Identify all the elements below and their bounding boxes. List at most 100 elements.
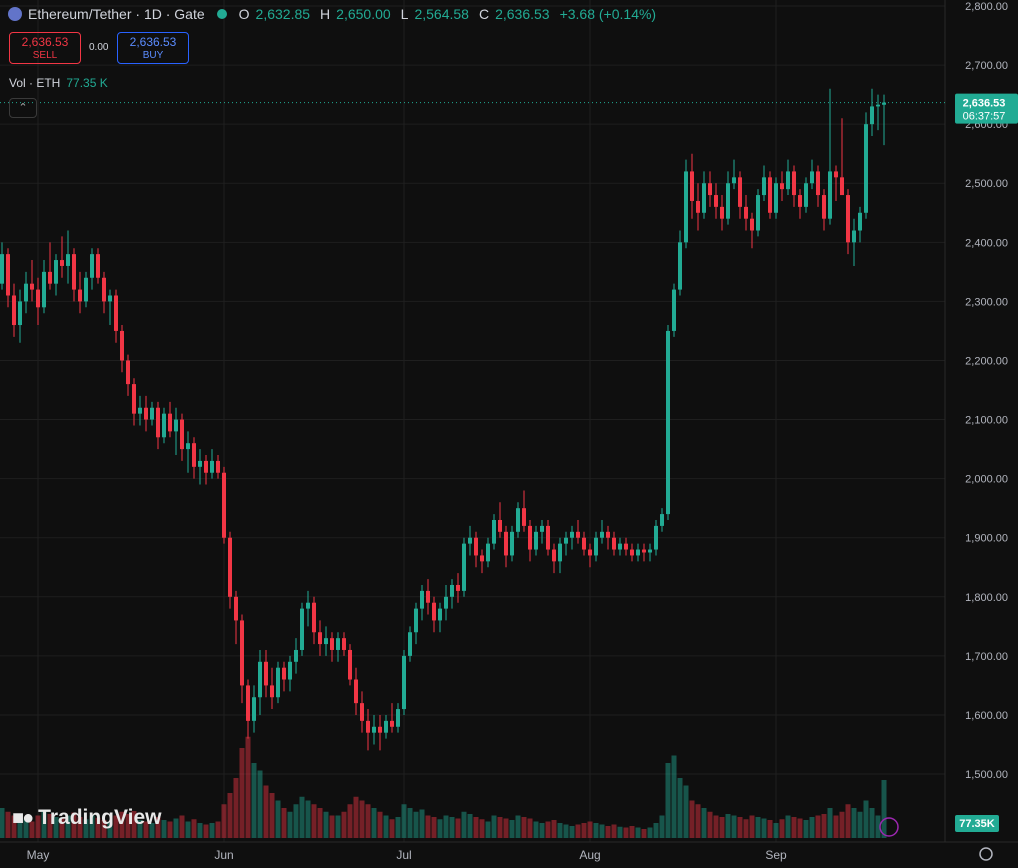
candle-body bbox=[852, 230, 856, 243]
candle-body bbox=[630, 549, 634, 556]
collapse-button[interactable]: ⌃ bbox=[9, 98, 37, 118]
volume-bar bbox=[665, 763, 671, 838]
candle-body bbox=[222, 472, 226, 538]
volume-bar bbox=[785, 815, 791, 838]
volume-bar bbox=[761, 818, 767, 838]
candle-body bbox=[768, 177, 772, 213]
status-dot bbox=[216, 9, 227, 19]
candle-body bbox=[540, 525, 544, 532]
volume-bar bbox=[407, 808, 413, 838]
buy-label: BUY bbox=[142, 50, 164, 61]
candle-body bbox=[408, 632, 412, 656]
volume-bar bbox=[377, 811, 383, 838]
volume-bar bbox=[875, 815, 881, 838]
x-tick-label: Aug bbox=[579, 848, 600, 862]
candle-body bbox=[366, 720, 370, 733]
candle-body bbox=[144, 407, 148, 420]
volume-bar bbox=[545, 821, 551, 838]
bolt-icon bbox=[879, 817, 899, 837]
sell-button[interactable]: 2,636.53 SELL bbox=[9, 32, 81, 64]
candle-body bbox=[882, 102, 886, 105]
candle-body bbox=[168, 413, 172, 432]
candle-body bbox=[576, 531, 580, 538]
volume-bar bbox=[797, 818, 803, 838]
candle-body bbox=[348, 649, 352, 680]
candle-body bbox=[90, 254, 94, 278]
candle-body bbox=[546, 525, 550, 550]
countdown: 06:37:57 bbox=[963, 111, 1006, 123]
volume-bar bbox=[101, 820, 107, 838]
candle-body bbox=[150, 407, 154, 420]
volume-bar bbox=[53, 817, 59, 838]
candle-body bbox=[666, 330, 670, 515]
candle-body bbox=[780, 183, 784, 190]
volume-bar bbox=[461, 811, 467, 838]
volume-bar bbox=[647, 827, 653, 838]
volume-bar bbox=[851, 808, 857, 838]
candle-body bbox=[48, 271, 52, 284]
candle-body bbox=[636, 549, 640, 556]
volume-bar bbox=[767, 820, 773, 838]
y-tick-label: 2,300.00 bbox=[965, 296, 1008, 308]
volume-bar bbox=[161, 820, 167, 838]
volume-bar bbox=[29, 821, 35, 838]
candle-body bbox=[186, 443, 190, 450]
volume-bar bbox=[155, 817, 161, 838]
volume-bar bbox=[857, 811, 863, 838]
volume-bar bbox=[863, 800, 869, 838]
candle-body bbox=[846, 195, 850, 243]
volume-bar bbox=[449, 817, 455, 838]
volume-bar bbox=[473, 817, 479, 838]
candle-body bbox=[456, 584, 460, 591]
candle-body bbox=[24, 283, 28, 302]
volume-bar bbox=[599, 824, 605, 838]
candle-body bbox=[660, 514, 664, 526]
candle-body bbox=[570, 531, 574, 538]
volume-bar bbox=[791, 817, 797, 838]
candle-body bbox=[876, 104, 880, 107]
y-tick-label: 1,900.00 bbox=[965, 533, 1008, 545]
l-label: L bbox=[400, 6, 409, 22]
candle-body bbox=[486, 543, 490, 562]
candle-body bbox=[672, 289, 676, 331]
volume-bar bbox=[839, 811, 845, 838]
candle-body bbox=[840, 177, 844, 196]
volume-bar bbox=[209, 823, 215, 838]
candle-body bbox=[786, 171, 790, 190]
candle-body bbox=[774, 183, 778, 213]
volume-bar bbox=[677, 778, 683, 838]
volume-bar bbox=[701, 808, 707, 838]
candle-body bbox=[750, 218, 754, 231]
candle-body bbox=[60, 260, 64, 266]
candle-body bbox=[534, 531, 538, 550]
volume-bar bbox=[227, 793, 233, 838]
buy-button[interactable]: 2,636.53 BUY bbox=[117, 32, 189, 64]
y-tick-label: 2,000.00 bbox=[965, 474, 1008, 486]
candle-body bbox=[174, 419, 178, 432]
volume-bar bbox=[635, 827, 641, 838]
candle-body bbox=[252, 697, 256, 721]
volume-bar bbox=[233, 778, 239, 838]
y-tick-label: 1,700.00 bbox=[965, 651, 1008, 663]
volume-bar bbox=[203, 824, 209, 838]
volume-bar bbox=[89, 815, 95, 838]
candle-body bbox=[858, 212, 862, 231]
candle-body bbox=[744, 206, 748, 219]
candle-body bbox=[126, 360, 130, 385]
volume-bar bbox=[485, 821, 491, 838]
volume-bar bbox=[119, 811, 125, 838]
candle-body bbox=[834, 171, 838, 178]
volume-bar bbox=[305, 800, 311, 838]
volume-bar bbox=[263, 785, 269, 838]
candle-body bbox=[552, 549, 556, 562]
volume-bar bbox=[593, 823, 599, 838]
candle-body bbox=[720, 206, 724, 219]
volume-bar bbox=[611, 824, 617, 838]
sell-label: SELL bbox=[32, 50, 58, 61]
candle-body bbox=[210, 460, 214, 473]
volume-bar bbox=[353, 796, 359, 838]
candle-body bbox=[108, 295, 112, 302]
volume-bar bbox=[197, 823, 203, 838]
candle-body bbox=[822, 195, 826, 219]
